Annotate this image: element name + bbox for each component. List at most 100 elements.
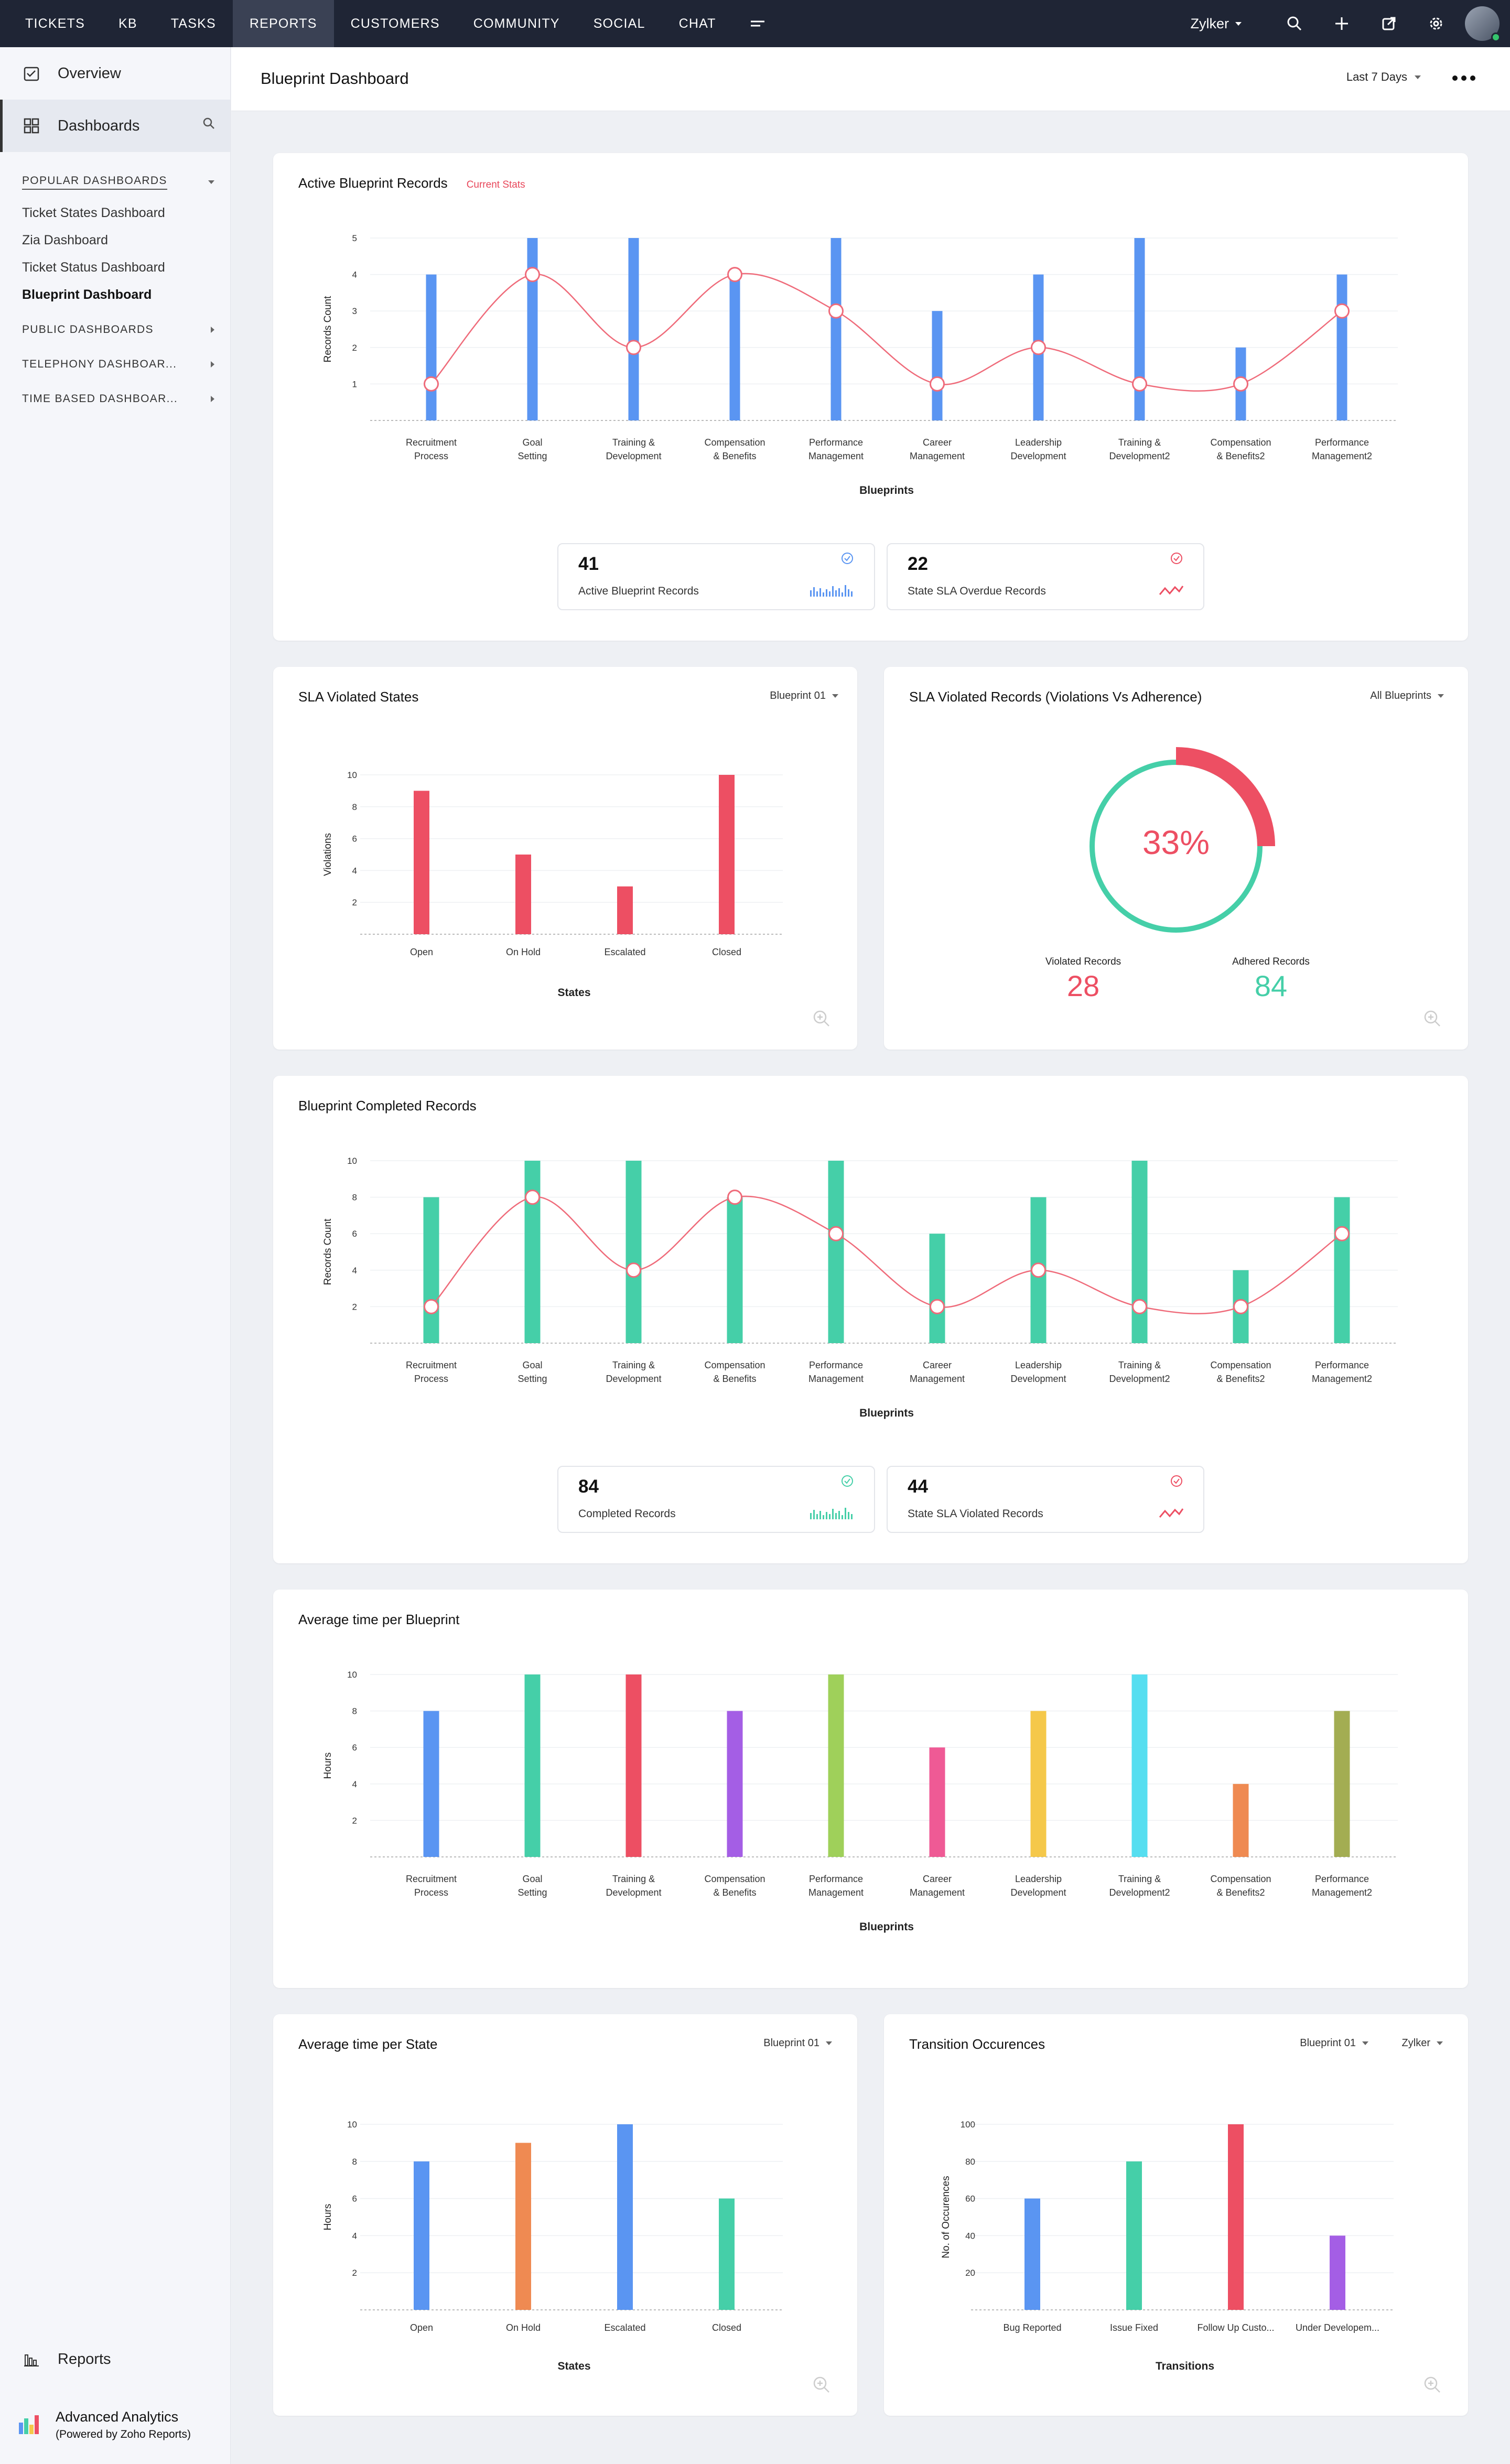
avatar[interactable] bbox=[1465, 6, 1501, 42]
external-link-icon[interactable] bbox=[1365, 0, 1412, 47]
x-tick-label: Closed bbox=[712, 2322, 741, 2333]
time-based-dashboards-toggle[interactable]: TIME BASED DASHBOAR... bbox=[0, 382, 230, 416]
org-switcher[interactable]: Zylker bbox=[1191, 16, 1242, 32]
blueprint-dropdown[interactable]: Blueprint 01 bbox=[763, 2037, 832, 2049]
sidebar-item-label: Reports bbox=[58, 2350, 111, 2368]
y-tick-label: 40 bbox=[965, 2231, 975, 2241]
violated-value: 28 bbox=[1066, 969, 1100, 1002]
x-tick-label: Open bbox=[410, 947, 433, 957]
telephony-dashboards-toggle[interactable]: TELEPHONY DASHBOAR... bbox=[0, 347, 230, 382]
x-tick-label: Performance Management2 bbox=[1312, 1360, 1372, 1384]
y-axis-label: Records Count bbox=[322, 296, 333, 362]
all-blueprints-dropdown[interactable]: All Blueprints bbox=[1370, 690, 1444, 702]
bar bbox=[1030, 1711, 1047, 1857]
sidebar-link-blueprint[interactable]: Blueprint Dashboard bbox=[22, 287, 152, 302]
sidebar-item-dashboards[interactable]: Dashboards bbox=[0, 100, 230, 152]
y-tick-label: 6 bbox=[352, 834, 357, 844]
zoom-icon[interactable] bbox=[1423, 2375, 1442, 2397]
bar-chart-icon bbox=[21, 2349, 42, 2370]
blueprint-dropdown[interactable]: Blueprint 01 bbox=[1300, 2037, 1368, 2049]
x-tick-label: Performance Management bbox=[808, 437, 864, 461]
data-point bbox=[1334, 303, 1350, 319]
public-dashboards-toggle[interactable]: PUBLIC DASHBOARDS bbox=[0, 312, 230, 347]
stat-label: State SLA Overdue Records bbox=[908, 585, 1046, 597]
y-tick-label: 10 bbox=[347, 770, 357, 780]
category-label: POPULAR DASHBOARDS bbox=[22, 175, 167, 190]
nav-kb[interactable]: KB bbox=[118, 16, 137, 31]
nav-customers[interactable]: CUSTOMERS bbox=[350, 16, 440, 31]
chevron-down-icon bbox=[1235, 21, 1242, 26]
sidebar-item-reports[interactable]: Reports bbox=[0, 2338, 231, 2380]
sidebar-item-overview[interactable]: Overview bbox=[0, 47, 230, 100]
dropdown-value: Zylker bbox=[1401, 2037, 1430, 2049]
bar bbox=[628, 238, 639, 420]
y-tick-label: 2 bbox=[352, 1302, 357, 1312]
chevron-right-icon bbox=[211, 396, 214, 402]
card-title-text: Active Blueprint Records bbox=[298, 175, 448, 191]
sidebar-item-label: Overview bbox=[58, 64, 121, 82]
x-tick-label: Recruitment Process bbox=[406, 437, 457, 461]
gear-icon[interactable] bbox=[1412, 0, 1460, 47]
card-title: SLA Violated States bbox=[298, 689, 419, 705]
advanced-analytics-link[interactable]: Advanced Analytics (Powered by Zoho Repo… bbox=[0, 2396, 231, 2454]
chevron-down-icon bbox=[832, 694, 838, 698]
nav-tickets[interactable]: TICKETS bbox=[25, 16, 85, 31]
x-tick-label: Leadership Development bbox=[1010, 1360, 1066, 1384]
zoom-icon[interactable] bbox=[1423, 1009, 1442, 1031]
search-icon[interactable] bbox=[202, 116, 215, 134]
x-tick-label: Compensation & Benefits2 bbox=[1210, 1874, 1271, 1898]
org-dropdown[interactable]: Zylker bbox=[1402, 2037, 1443, 2049]
bar bbox=[1131, 1674, 1148, 1857]
x-tick-label: Open bbox=[410, 2322, 433, 2333]
y-tick-label: 4 bbox=[352, 270, 357, 280]
data-point bbox=[828, 303, 844, 319]
stat-label: Completed Records bbox=[578, 1508, 676, 1520]
stat-value: 22 bbox=[908, 554, 928, 574]
zoom-icon[interactable] bbox=[812, 2375, 831, 2397]
nav-social[interactable]: SOCIAL bbox=[593, 16, 645, 31]
data-point bbox=[424, 376, 439, 392]
bar bbox=[1334, 1197, 1350, 1343]
sidebar-link-ticket-status[interactable]: Ticket Status Dashboard bbox=[22, 260, 165, 275]
blueprint-completed-records-card: Blueprint Completed Records 2 4 6 8 10 Record… bbox=[273, 1076, 1468, 1563]
x-tick-label: Compensation & Benefits2 bbox=[1210, 1360, 1271, 1384]
x-tick-label: Escalated bbox=[604, 2322, 645, 2333]
data-point bbox=[626, 340, 641, 355]
stat-label: Active Blueprint Records bbox=[578, 585, 699, 597]
x-axis-label: States bbox=[557, 2360, 590, 2372]
popular-dashboards-toggle[interactable]: POPULAR DASHBOARDS bbox=[0, 165, 230, 199]
x-tick-label: Goal Setting bbox=[517, 1360, 547, 1384]
add-icon[interactable] bbox=[1318, 0, 1365, 47]
x-tick-label: Performance Management2 bbox=[1312, 1874, 1372, 1898]
y-tick-label: 5 bbox=[352, 233, 357, 243]
x-axis-label: Transitions bbox=[1156, 2360, 1214, 2372]
date-range-dropdown[interactable]: Last 7 Days bbox=[1346, 70, 1421, 84]
y-tick-label: 2 bbox=[352, 2268, 357, 2278]
x-tick-label: Performance Management2 bbox=[1312, 437, 1372, 461]
data-point bbox=[424, 1299, 439, 1314]
y-tick-label: 4 bbox=[352, 2231, 357, 2241]
nav-reports[interactable]: REPORTS bbox=[232, 0, 334, 47]
zoom-icon[interactable] bbox=[812, 1009, 831, 1031]
sidebar-link-ticket-states[interactable]: Ticket States Dashboard bbox=[22, 205, 165, 220]
search-icon[interactable] bbox=[1271, 0, 1318, 47]
analytics-logo-icon bbox=[17, 2411, 42, 2439]
bar bbox=[617, 2124, 633, 2310]
y-tick-label: 2 bbox=[352, 1815, 357, 1825]
bar bbox=[625, 1674, 642, 1857]
y-axis-label: Hours bbox=[322, 1753, 333, 1779]
nav-chat[interactable]: CHAT bbox=[678, 16, 716, 31]
stat-value: 44 bbox=[908, 1476, 928, 1497]
more-options-icon[interactable] bbox=[1452, 75, 1475, 81]
more-menu-icon[interactable] bbox=[733, 0, 782, 47]
y-tick-label: 8 bbox=[352, 1706, 357, 1716]
nav-community[interactable]: COMMUNITY bbox=[473, 16, 560, 31]
blueprint-dropdown[interactable]: Blueprint 01 bbox=[770, 690, 838, 702]
trend-line-icon bbox=[1158, 583, 1184, 601]
data-point bbox=[930, 376, 945, 392]
sidebar: Overview Dashboards POPULAR DASHBOARDS T… bbox=[0, 47, 231, 2464]
nav-tasks[interactable]: TASKS bbox=[170, 16, 216, 31]
dropdown-value: All Blueprints bbox=[1370, 690, 1431, 701]
sidebar-link-zia[interactable]: Zia Dashboard bbox=[22, 232, 108, 247]
x-tick-label: On Hold bbox=[506, 947, 541, 957]
